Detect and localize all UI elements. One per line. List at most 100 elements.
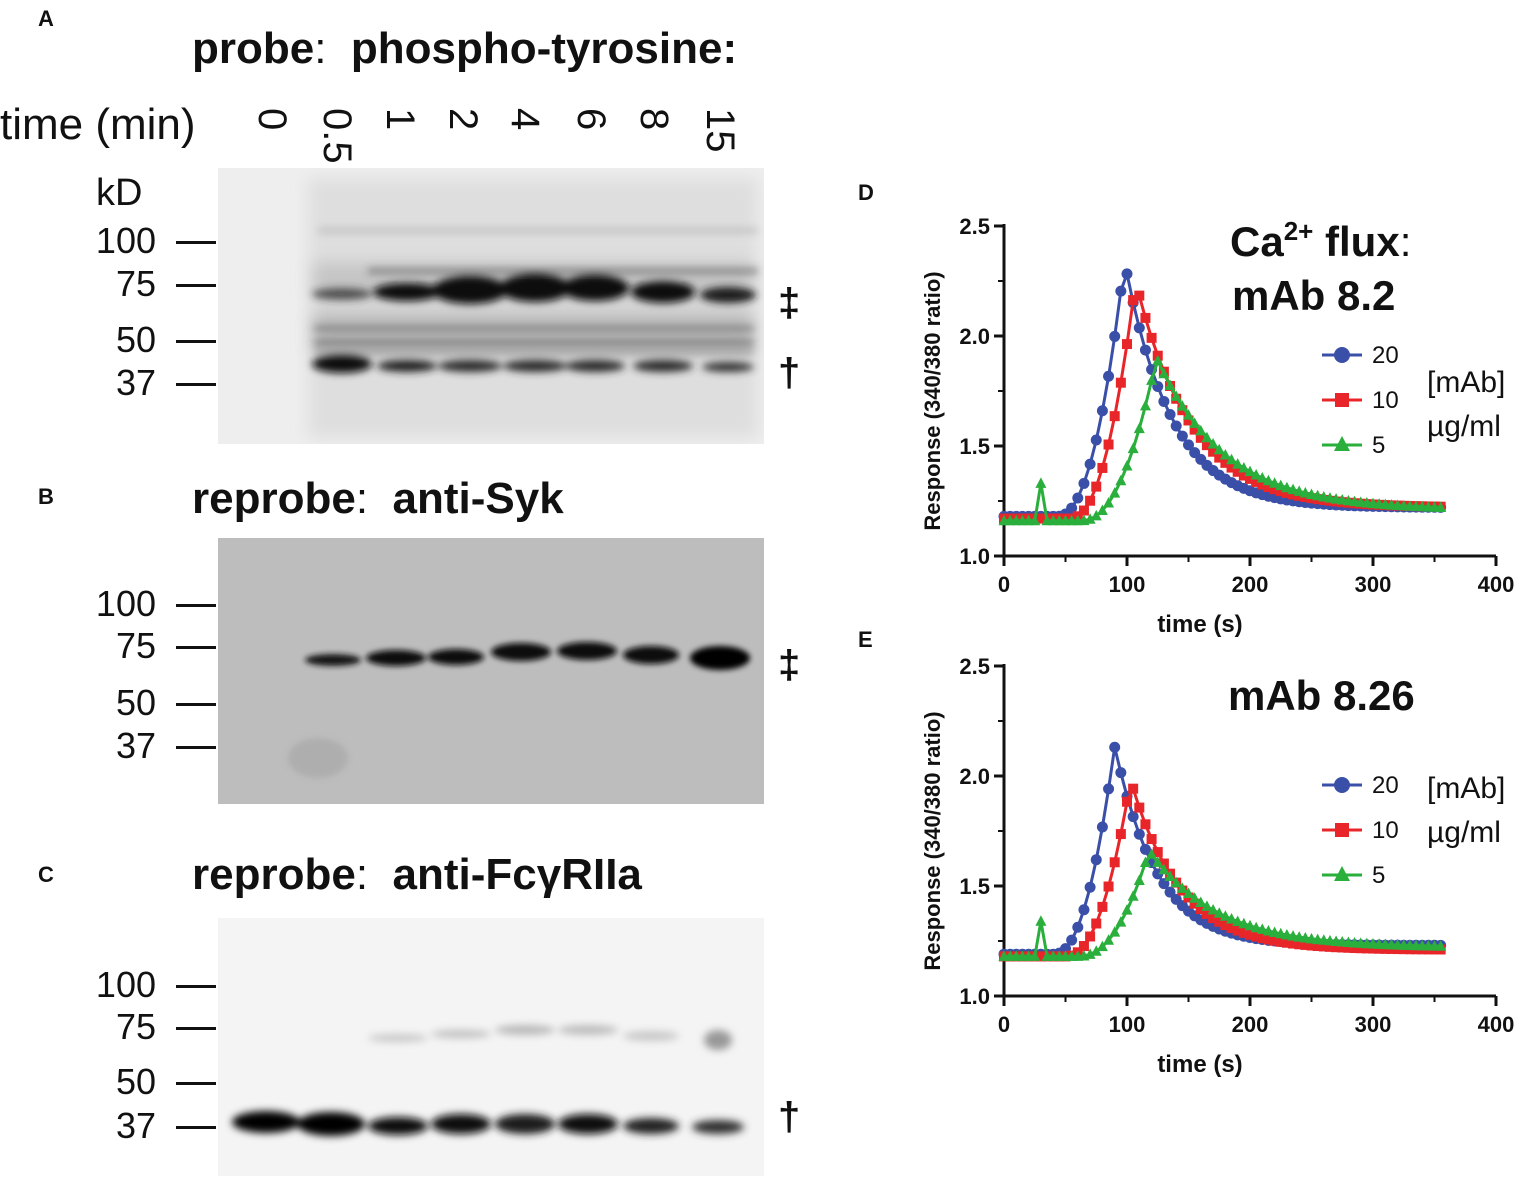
y-tick-label: 2.0 <box>959 764 990 789</box>
data-point <box>1245 929 1255 940</box>
band-symbol-dagger-c: † <box>778 1095 801 1139</box>
time-label: 8 <box>632 108 676 131</box>
mw-marker-tick <box>176 646 216 649</box>
data-point <box>1127 442 1139 454</box>
x-tick-label: 100 <box>1109 1012 1146 1037</box>
data-point <box>1238 927 1249 938</box>
data-point <box>1090 434 1102 446</box>
data-point <box>1115 829 1126 840</box>
data-point <box>1361 943 1372 954</box>
data-point <box>1324 941 1335 952</box>
chart-title: Ca2+ flux: <box>1230 216 1411 265</box>
data-point <box>1288 938 1299 949</box>
data-point <box>1244 919 1256 931</box>
reprobe-label-b: reprobe <box>192 474 356 523</box>
data-point <box>1035 915 1047 926</box>
data-point <box>1256 472 1268 483</box>
panel-letter-d: D <box>858 180 874 205</box>
data-point <box>1287 483 1299 495</box>
y-tick-label: 1.0 <box>959 544 990 569</box>
data-point <box>1238 917 1250 929</box>
data-point <box>1435 501 1447 513</box>
data-point <box>1078 904 1090 916</box>
mw-marker-label: 37 <box>115 362 156 403</box>
data-point <box>1035 951 1046 962</box>
chart-d: 1.0 1.5 2.0 2.5 0 100 200 300 400 time (s) Respons… <box>920 214 1514 638</box>
data-point <box>1214 452 1225 463</box>
data-point <box>1281 481 1293 493</box>
legend-title: µg/ml <box>1427 816 1501 849</box>
mw-marker-label: 100 <box>95 964 156 1005</box>
data-point <box>1152 354 1164 366</box>
data-point <box>1263 934 1274 945</box>
data-point <box>1183 415 1194 426</box>
mw-marker-label: 75 <box>115 263 156 304</box>
data-point <box>1091 481 1102 492</box>
y-tick-label: 2.5 <box>959 654 990 679</box>
data-point <box>1139 399 1151 411</box>
panel-b-header: reprobe: anti-Syk <box>192 474 564 523</box>
data-point <box>1269 935 1280 946</box>
data-point <box>1214 916 1225 927</box>
reprobe-target-c: anti-FcγRIIa <box>392 850 642 899</box>
mw-marker-tick <box>176 383 216 386</box>
time-label: 15 <box>698 108 742 153</box>
legend-entry: 10 <box>1372 387 1399 414</box>
y-tick-label: 2.5 <box>959 214 990 239</box>
probe-label: probe <box>192 24 315 73</box>
data-point <box>1195 904 1206 915</box>
data-point <box>1213 443 1225 455</box>
data-point <box>1109 857 1120 868</box>
panel-letter-b: B <box>38 484 54 509</box>
band-symbol-double-dagger-b: ‡ <box>778 643 801 687</box>
mw-marker-tick <box>176 340 216 343</box>
x-tick-label: 300 <box>1355 1012 1392 1037</box>
time-label: 0 <box>250 108 294 131</box>
data-point <box>1078 941 1089 952</box>
data-point <box>1201 900 1213 911</box>
data-point <box>1146 332 1157 343</box>
data-point <box>1133 828 1145 840</box>
blot-c-image <box>218 918 764 1176</box>
data-point <box>1226 912 1238 924</box>
mw-marker-tick <box>176 746 216 749</box>
data-point <box>1097 462 1108 473</box>
y-tick-label: 2.0 <box>959 324 990 349</box>
data-point <box>1158 367 1170 379</box>
data-point <box>1128 295 1139 306</box>
data-point <box>1238 470 1249 481</box>
series-5 <box>998 354 1447 526</box>
mw-marker-tick <box>176 604 216 607</box>
mw-marker-label: 75 <box>115 1006 156 1047</box>
data-point <box>1195 896 1207 907</box>
mw-marker-tick <box>176 1082 216 1085</box>
reprobe-target-b: anti-Syk <box>392 474 564 523</box>
legend-marker <box>1334 866 1350 881</box>
data-point <box>1139 843 1151 855</box>
chart-e: 1.0 1.5 2.0 2.5 0 100 200 300 400 time (s) Respons… <box>920 654 1514 1078</box>
data-point <box>1281 487 1292 498</box>
data-point <box>1084 881 1096 893</box>
mw-marker-tick <box>176 1126 216 1129</box>
data-point <box>1139 344 1151 356</box>
data-point <box>1195 432 1206 443</box>
data-point <box>1158 858 1169 869</box>
data-point <box>1269 477 1281 488</box>
panel-letter-a: A <box>38 6 54 31</box>
data-point <box>1232 925 1243 936</box>
data-point <box>1263 482 1274 493</box>
data-point <box>1189 424 1200 435</box>
x-tick-label: 0 <box>998 1012 1010 1037</box>
chart-title-line2: mAb 8.2 <box>1232 272 1395 319</box>
data-point <box>1201 431 1213 443</box>
data-point <box>1294 939 1305 950</box>
data-point <box>1293 485 1305 496</box>
legend-marker <box>1335 823 1349 837</box>
band-symbol-dagger-a: † <box>778 351 801 395</box>
data-point <box>1201 440 1212 451</box>
data-point <box>1127 811 1139 823</box>
x-tick-label: 100 <box>1109 572 1146 597</box>
data-point <box>1097 901 1108 912</box>
data-point <box>1226 453 1238 465</box>
